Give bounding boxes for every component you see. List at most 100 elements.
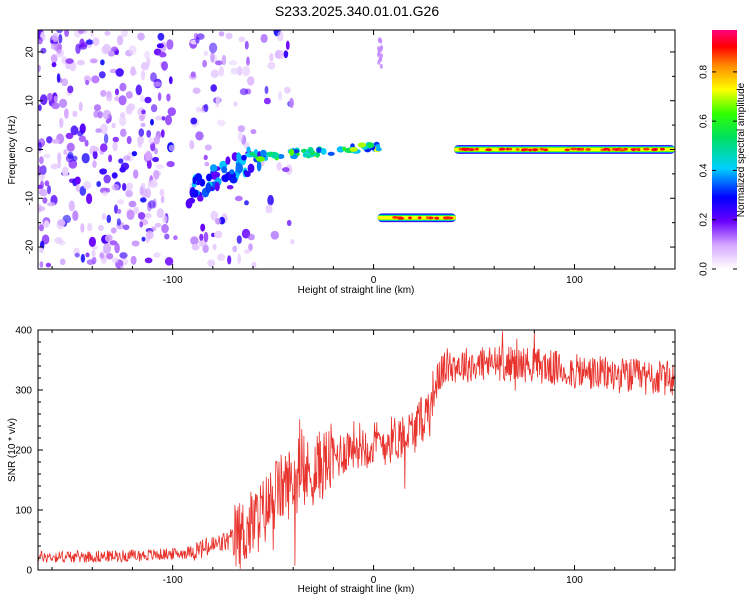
- noise-blob: [104, 234, 113, 243]
- noise-blob: [140, 70, 146, 81]
- trace-blob: [205, 182, 212, 194]
- colorbar-tick-label: 0.4: [699, 163, 710, 177]
- trace-blob: [302, 152, 307, 158]
- trace-blob: [235, 163, 243, 174]
- noise-blob: [212, 243, 217, 251]
- trace-blob: [185, 198, 193, 209]
- noise-blob: [159, 188, 165, 197]
- noise-blob: [139, 221, 144, 228]
- noise-blob: [145, 212, 152, 219]
- colorbar-ticks: 0.0 0.2 0.4 0.6 0.8: [699, 64, 737, 276]
- noise-blob: [221, 54, 227, 66]
- noise-blob: [247, 76, 255, 86]
- colorbar-label: Normalized spectral amplitude: [736, 82, 747, 217]
- noise-blob: [217, 119, 226, 127]
- y-tick-label: 0: [26, 566, 32, 577]
- noise-blob: [234, 195, 243, 202]
- noise-blob: [74, 252, 80, 258]
- noise-blob: [127, 103, 136, 111]
- noise-blob: [270, 230, 279, 240]
- noise-blob: [379, 45, 384, 50]
- noise-blob: [68, 200, 75, 212]
- noise-blob: [150, 72, 157, 82]
- trace-blob: [260, 149, 267, 157]
- noise-blob: [207, 259, 216, 267]
- noise-blob: [279, 49, 286, 60]
- heatmap-xlabel: Height of straight line (km): [298, 285, 415, 296]
- noise-blob: [103, 174, 111, 184]
- noise-blob: [128, 200, 137, 208]
- noise-blob: [109, 68, 117, 74]
- noise-blob: [248, 243, 253, 252]
- noise-blob: [119, 82, 127, 92]
- noise-blob: [111, 184, 120, 191]
- trace-peak: [465, 147, 471, 151]
- noise-blob: [282, 167, 290, 173]
- noise-blob: [102, 109, 112, 120]
- noise-blob: [50, 43, 58, 50]
- noise-blob: [63, 149, 68, 156]
- noise-blob: [100, 143, 108, 152]
- noise-blob: [379, 56, 383, 62]
- trace-blob: [375, 144, 381, 149]
- noise-blob: [39, 188, 48, 197]
- noise-blob: [116, 35, 124, 46]
- noise-blob: [86, 193, 93, 205]
- noise-blob: [226, 185, 234, 190]
- noise-blob: [47, 92, 53, 102]
- noise-blob: [232, 245, 238, 253]
- noise-blob: [125, 189, 133, 198]
- noise-blob: [238, 36, 246, 43]
- noise-blob: [244, 40, 249, 50]
- noise-blob: [144, 96, 152, 104]
- trace-peak: [515, 148, 520, 151]
- trace-blob: [206, 173, 212, 182]
- noise-blob: [166, 39, 174, 50]
- noise-blob: [51, 102, 60, 110]
- noise-blob: [146, 159, 152, 169]
- noise-blob: [190, 117, 198, 125]
- snr-line: [38, 331, 675, 569]
- trace-blob: [214, 182, 220, 192]
- noise-blob: [377, 48, 381, 54]
- noise-blob: [260, 33, 268, 43]
- noise-blob: [111, 257, 119, 263]
- noise-blob: [50, 163, 59, 170]
- noise-blob: [210, 69, 219, 79]
- noise-blob: [139, 186, 144, 196]
- noise-blob: [217, 253, 226, 262]
- noise-blob: [227, 255, 232, 265]
- noise-blob: [276, 161, 283, 171]
- noise-blob: [39, 261, 44, 268]
- noise-blob: [244, 200, 249, 206]
- trace-peak: [397, 216, 402, 220]
- trace-blob: [236, 152, 241, 162]
- noise-blob: [92, 146, 100, 152]
- noise-blob: [210, 84, 217, 92]
- noise-blob: [146, 230, 154, 240]
- snr-ylabel: SNR (10 * v/v): [7, 418, 18, 482]
- trace-peak: [532, 148, 538, 152]
- noise-blob: [98, 71, 106, 79]
- noise-blob: [190, 236, 199, 246]
- trace-blob: [288, 149, 295, 156]
- noise-blob: [215, 218, 222, 225]
- noise-blob: [165, 114, 172, 126]
- trace-blob: [349, 147, 358, 152]
- noise-blob: [75, 183, 80, 192]
- noise-blob: [57, 152, 62, 163]
- colorbar-tick-label: 0.2: [699, 212, 710, 226]
- noise-blob: [210, 52, 215, 63]
- trace-blob: [221, 174, 230, 183]
- noise-blob: [237, 125, 246, 133]
- noise-blob: [161, 116, 166, 121]
- noise-blob: [45, 262, 52, 268]
- noise-blob: [38, 36, 43, 45]
- noise-blob: [39, 156, 44, 165]
- noise-blob: [203, 50, 209, 57]
- trace-blob: [366, 142, 375, 148]
- noise-blob: [204, 161, 210, 167]
- noise-blob: [150, 104, 158, 113]
- noise-blob: [64, 30, 69, 37]
- y-tick-label: 100: [15, 506, 32, 517]
